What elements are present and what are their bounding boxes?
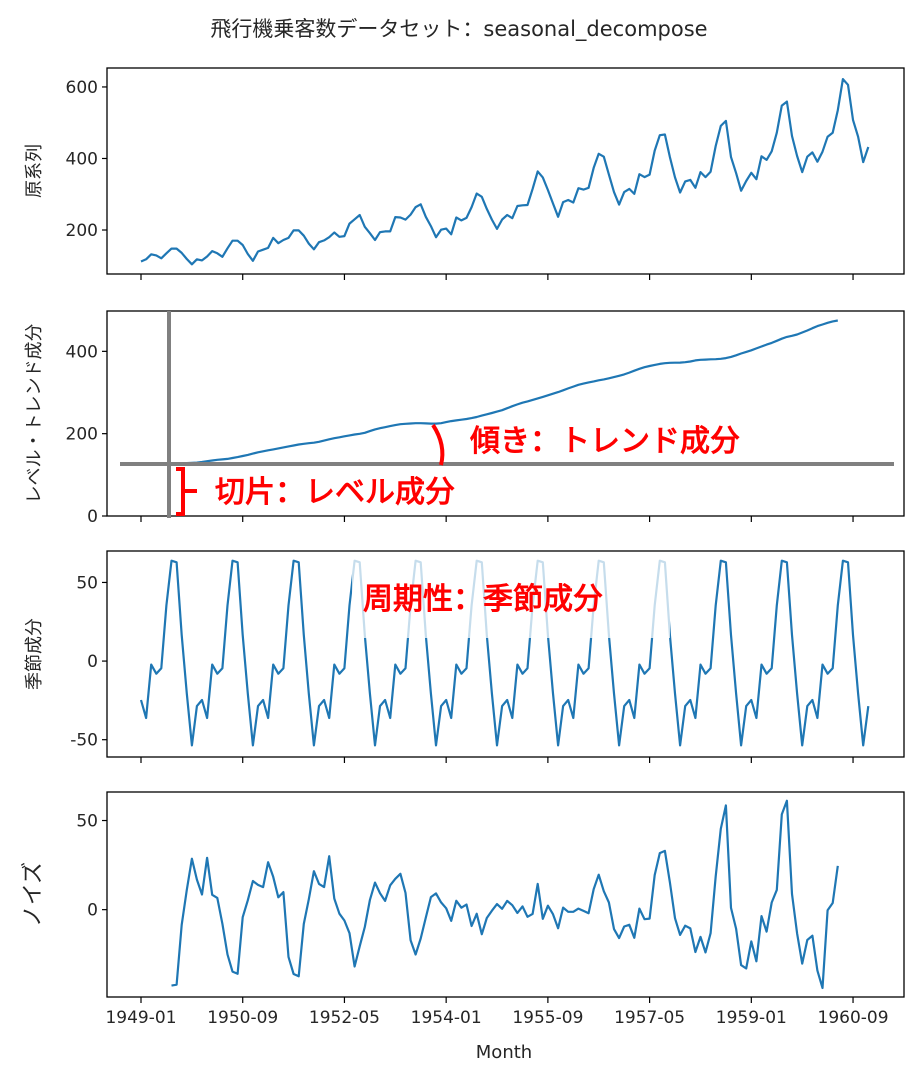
x-tick-label: 1955-09 — [512, 1008, 583, 1028]
axes-frame — [106, 791, 905, 998]
y-tick-label: 50 — [76, 812, 98, 832]
y-tick-label: 0 — [87, 652, 98, 672]
x-tick-label: 1960-09 — [818, 1008, 889, 1028]
x-axis-label: Month — [476, 1042, 532, 1063]
y-tick-label: 200 — [66, 425, 98, 445]
y-tick-label: 400 — [66, 342, 98, 362]
seasonality-annotation: 周期性：季節成分 — [363, 582, 603, 617]
y-axis-label: 季節成分 — [24, 618, 45, 690]
y-tick-label: 200 — [66, 221, 98, 241]
intercept-annotation: 切片：レベル成分 — [215, 475, 455, 510]
axes-frame — [106, 67, 905, 275]
x-tick-label: 1952-05 — [309, 1008, 380, 1028]
y-tick-label: -50 — [70, 731, 98, 751]
y-axis-label: ノイズ — [21, 862, 46, 927]
y-tick-label: 600 — [66, 78, 98, 98]
slope-bracket — [431, 423, 445, 466]
y-axis-label: 原系列 — [24, 144, 45, 198]
x-tick-label: 1950-09 — [207, 1008, 278, 1028]
x-tick-label: 1959-01 — [716, 1008, 787, 1028]
panel-seasonal: -50 0 50 季節成分 — [24, 550, 905, 763]
chart-title: 飛行機乗客数データセット：seasonal_decompose — [210, 17, 707, 42]
x-tick-label: 1954-01 — [411, 1008, 482, 1028]
y-tick-label: 50 — [76, 573, 98, 593]
panel-resid: 0 50 ノイズ 1949-01 1950-09 1952-05 1954-01 1955-0… — [21, 791, 905, 1028]
panel-observed: 200 400 600 原系列 — [24, 67, 905, 280]
x-tick-label: 1949-01 — [105, 1008, 176, 1028]
resid-series-line — [171, 799, 839, 990]
axes-frame — [106, 310, 905, 517]
x-tick-label: 1957-05 — [614, 1008, 685, 1028]
y-tick-label: 0 — [87, 901, 98, 921]
observed-series-line — [140, 78, 870, 266]
seasonal-series-line — [139, 559, 870, 747]
seasonality-annotation-background — [352, 556, 670, 638]
trend-series-line — [171, 319, 838, 465]
y-tick-label: 0 — [87, 507, 98, 527]
intercept-bracket — [176, 467, 197, 516]
y-tick-label: 400 — [66, 149, 98, 169]
slope-annotation: 傾き：トレンド成分 — [469, 424, 740, 459]
axes-frame — [106, 550, 905, 758]
panel-trend: 0 200 400 レベル・トレンド成分 — [24, 310, 905, 527]
y-axis-label: レベル・トレンド成分 — [24, 324, 45, 504]
